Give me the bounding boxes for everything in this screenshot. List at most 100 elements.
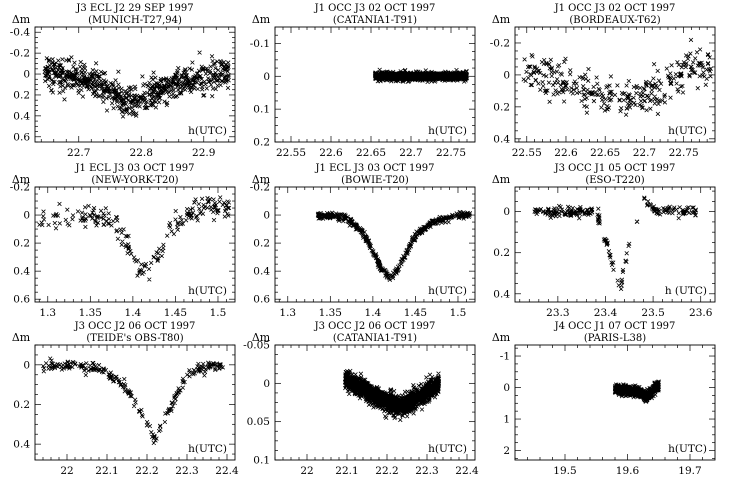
x-axis-label: h(UTC) [428, 125, 467, 137]
x-tick-label: 1.5 [450, 307, 467, 319]
x-tick-label: 23.3 [546, 307, 569, 319]
y-tick-label: 2 [503, 445, 510, 457]
y-tick-label: 0.05 [247, 416, 270, 428]
x-tick-label: 22.3 [175, 465, 198, 477]
y-tick-label: 0 [263, 210, 270, 222]
panel-6: J3 OCC J1 05 OCT 1997(ESO-T220) Δm 23.3 23.… [492, 163, 716, 319]
x-tick-label: 1.4 [365, 307, 382, 319]
panel-subtitle: (BORDEAUX-T62) [569, 15, 660, 26]
y-tick-label: 0 [23, 69, 30, 81]
x-marker-cloud [315, 209, 473, 282]
x-tick-label: 22.3 [415, 465, 438, 477]
x-axis-label: h(UTC) [668, 125, 707, 137]
y-axis-label: Δm [12, 13, 31, 26]
x-tick-label: 23.5 [641, 307, 664, 319]
panel-title: J3 ECL J2 29 SEP 1997 [75, 3, 193, 14]
panel-subtitle: (PARIS-L38) [584, 333, 646, 344]
y-tick-label: 0 [263, 378, 270, 390]
x-tick-label: 22.65 [356, 147, 386, 159]
panel-9: J4 OCC J1 07 OCT 1997(PARIS-L38) Δm 19.5 19… [492, 321, 716, 477]
data-points [532, 195, 698, 292]
panel-title: J3 OCC J1 05 OCT 1997 [554, 163, 676, 174]
panel-title: J1 ECL J3 03 OCT 1997 [75, 163, 195, 174]
x-tick-label: 1.5 [210, 307, 227, 319]
y-tick-label: 0.2 [13, 89, 30, 101]
data-points [342, 368, 442, 423]
panel-title: J1 ECL J3 03 OCT 1997 [315, 163, 435, 174]
x-tick-label: 22.4 [215, 465, 239, 477]
panel-subtitle: (BOWIE-T20) [341, 175, 409, 186]
x-axis-label: h(UTC) [188, 443, 227, 455]
y-tick-label: 0.4 [13, 266, 30, 278]
x-tick-label: 19.7 [678, 465, 701, 477]
x-tick-label: 23.6 [689, 307, 713, 319]
x-tick-label: 22.65 [590, 147, 620, 159]
panel-1: J3 ECL J2 29 SEP 1997(MUNICH-T27,94) Δm 22… [10, 3, 236, 159]
x-tick-label: 22.4 [455, 465, 479, 477]
x-marker-cloud [41, 356, 225, 446]
y-tick-label: 0 [23, 359, 30, 371]
panel-5: J1 ECL J3 03 OCT 1997(BOWIE-T20) Δm 1.3 1.3… [250, 163, 476, 319]
y-tick-label: 0 [503, 206, 510, 218]
x-tick-label: 22.1 [335, 465, 358, 477]
panel-subtitle: (NEW-YORK-T20) [91, 175, 178, 186]
data-points [37, 195, 232, 282]
y-axis-label: Δm [492, 331, 511, 344]
y-tick-label: 0.4 [493, 133, 510, 145]
y-tick-label: 1 [503, 414, 510, 426]
y-tick-label: 0 [503, 382, 510, 394]
panel-2: J1 OCC J3 02 OCT 1997(CATANIA1-T91) Δm 22.… [250, 3, 476, 159]
data-points [521, 37, 713, 117]
y-tick-label: 0.2 [253, 137, 270, 149]
y-tick-label: 0.4 [13, 110, 30, 122]
y-tick-label: 0.1 [253, 455, 270, 467]
plot-frame [514, 26, 716, 143]
panel-4: J1 ECL J3 03 OCT 1997(NEW-YORK-T20) Δm 1.3… [10, 163, 236, 319]
y-axis-label: Δm [492, 173, 511, 186]
y-tick-label: 0.2 [13, 399, 30, 411]
panel-8: J3 OCC J2 06 OCT 1997(CATANIA1-T91) Δm 22 2… [243, 321, 479, 477]
data-points [41, 356, 225, 446]
y-tick-label: -1 [500, 351, 510, 363]
y-tick-label: 0.1 [253, 104, 270, 116]
x-tick-label: 1.35 [319, 307, 342, 319]
x-marker-cloud [372, 67, 470, 85]
x-tick-label: 1.45 [404, 307, 427, 319]
panel-subtitle: (CATANIA1-T91) [333, 15, 417, 26]
y-tick-label: -0.1 [250, 38, 270, 50]
x-tick-label: 19.5 [553, 465, 576, 477]
y-axis-label: Δm [12, 331, 31, 344]
panel-subtitle: (MUNICH-T27,94) [88, 15, 182, 26]
x-tick-label: 22.75 [436, 147, 466, 159]
x-marker-cloud [612, 379, 661, 404]
x-tick-label: 22.2 [135, 465, 158, 477]
x-tick-label: 1.4 [125, 307, 142, 319]
plot-frame [34, 344, 236, 461]
x-tick-label: 1.45 [164, 307, 187, 319]
y-tick-label: 0 [503, 69, 510, 81]
data-points [372, 67, 470, 85]
panel-title: J1 OCC J3 02 OCT 1997 [314, 3, 436, 14]
x-tick-label: 22.7 [67, 147, 90, 159]
data-points [42, 50, 231, 119]
x-axis-label: h(UTC) [668, 443, 707, 455]
y-tick-label: 0.2 [493, 247, 510, 259]
panel-title: J3 OCC J2 06 OCT 1997 [74, 321, 196, 332]
y-tick-label: -0.2 [10, 182, 30, 194]
y-tick-label: 0.2 [253, 238, 270, 250]
plot-frame [274, 186, 476, 303]
y-tick-label: 0.2 [13, 238, 30, 250]
y-tick-label: 0 [263, 71, 270, 83]
x-axis-label: h(UTC) [188, 285, 227, 297]
x-axis-label: h(UTC) [428, 443, 467, 455]
x-axis-label: h(UTC) [428, 285, 467, 297]
x-tick-label: 22.6 [554, 147, 578, 159]
x-marker-cloud [42, 50, 231, 119]
x-tick-label: 23.4 [594, 307, 618, 319]
y-axis-label: Δm [252, 331, 271, 344]
x-tick-label: 22.8 [130, 147, 153, 159]
x-tick-label: 22.1 [95, 465, 118, 477]
plot-frame [34, 186, 236, 303]
x-tick-label: 22.2 [375, 465, 398, 477]
